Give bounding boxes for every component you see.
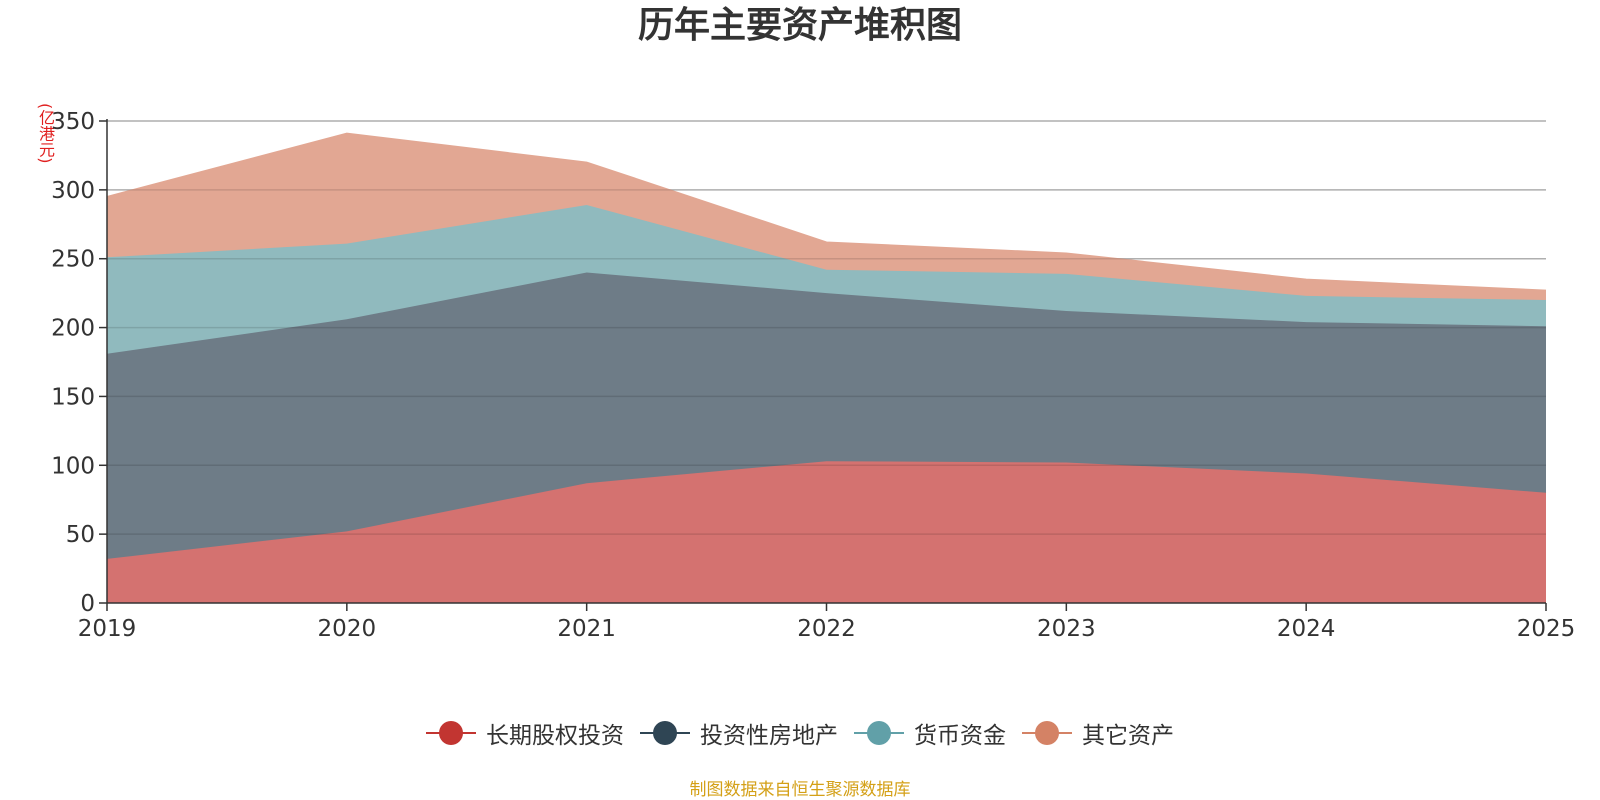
area-长期股权投资	[107, 461, 1546, 603]
y-axis-unit-label: (亿港元)	[36, 103, 55, 164]
y-tick-label-250: 250	[51, 247, 95, 273]
y-tick-label-300: 300	[51, 178, 95, 204]
axes: 0 50 100 150 200 250 300 350 2019 2020 2021 2022 202…	[51, 109, 1575, 642]
area-货币资金	[107, 205, 1546, 354]
x-tick-label-2022: 2022	[797, 616, 856, 642]
x-tick-label-2024: 2024	[1277, 616, 1336, 642]
legend-marker-icon	[426, 720, 476, 746]
legend-label: 货币资金	[914, 723, 1006, 749]
y-tick-label-50: 50	[66, 522, 95, 548]
y-tick-label-200: 200	[51, 316, 95, 342]
y-tick-label-150: 150	[51, 384, 95, 410]
x-tick-label-2023: 2023	[1037, 616, 1096, 642]
chart-title: 历年主要资产堆积图	[637, 5, 962, 46]
legend-label: 长期股权投资	[486, 723, 624, 749]
y-tick-label-0: 0	[80, 591, 95, 617]
area-投资性房地产	[107, 272, 1546, 559]
x-tick-label-2020: 2020	[318, 616, 377, 642]
legend-item-长期股权投资[interactable]: 长期股权投资	[426, 716, 624, 750]
x-tick-label-2025: 2025	[1517, 616, 1576, 642]
y-tick-label-350: 350	[51, 109, 95, 135]
x-tick-label-2019: 2019	[78, 616, 137, 642]
legend-item-货币资金[interactable]: 货币资金	[854, 716, 1006, 750]
chart-legend: 长期股权投资 投资性房地产 货币资金 其它资产	[0, 716, 1600, 750]
data-source-note: 制图数据来自恒生聚源数据库	[689, 780, 911, 800]
legend-marker-icon	[640, 720, 690, 746]
area-其它资产	[107, 133, 1546, 300]
legend-item-投资性房地产[interactable]: 投资性房地产	[640, 716, 838, 750]
legend-marker-icon	[854, 720, 904, 746]
stacked-area-chart: 0 50 100 150 200 250 300 350 2019 2020 2021 2022 202…	[51, 109, 1575, 642]
legend-marker-icon	[1022, 720, 1072, 746]
area-series	[106, 120, 1547, 603]
legend-label: 投资性房地产	[700, 723, 838, 749]
area-edge-其它资产	[106, 132, 1547, 292]
legend-label: 其它资产	[1082, 723, 1174, 749]
legend-item-其它资产[interactable]: 其它资产	[1022, 716, 1174, 750]
y-tick-label-100: 100	[51, 453, 95, 479]
x-tick-label-2021: 2021	[557, 616, 616, 642]
